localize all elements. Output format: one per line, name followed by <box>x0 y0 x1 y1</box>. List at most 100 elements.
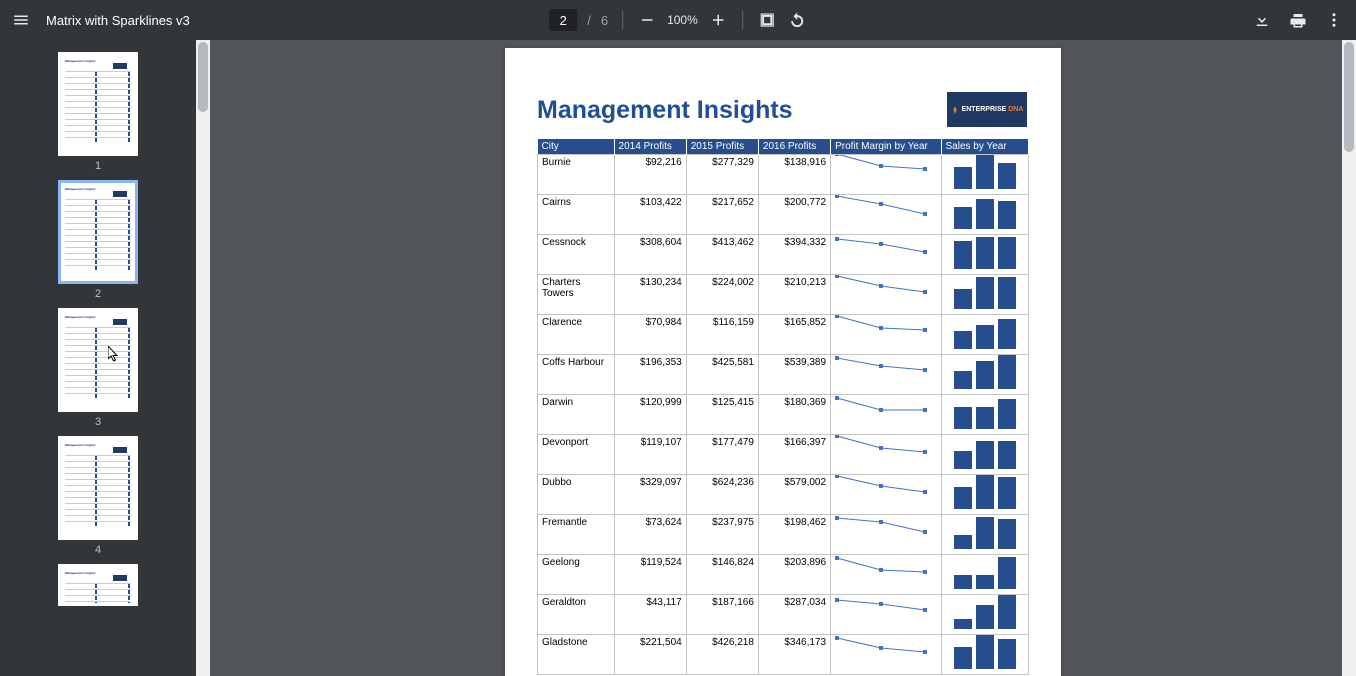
profit-cell: $120,999 <box>614 395 686 435</box>
bars-cell <box>941 315 1029 355</box>
total-pages: 6 <box>601 13 608 28</box>
table-row: Burnie$92,216$277,329$138,916 <box>538 155 1029 195</box>
profit-cell: $413,462 <box>686 235 758 275</box>
column-header: 2015 Profits <box>686 139 758 155</box>
profit-cell: $166,397 <box>758 435 830 475</box>
profit-cell: $70,984 <box>614 315 686 355</box>
city-cell: Cessnock <box>538 235 615 275</box>
city-cell: Clarence <box>538 315 615 355</box>
bars-cell <box>941 555 1029 595</box>
more-menu-button[interactable] <box>1324 10 1344 30</box>
document-viewport[interactable]: Management Insights ENTERPRISE DNA City2… <box>210 40 1356 676</box>
menu-icon[interactable] <box>12 11 30 29</box>
profit-cell: $237,975 <box>686 515 758 555</box>
fit-page-button[interactable] <box>757 10 777 30</box>
profit-cell: $130,234 <box>614 275 686 315</box>
sparkline-cell <box>831 195 941 235</box>
sparkline-cell <box>831 515 941 555</box>
thumbnail-panel[interactable]: Management Insights 1 Management Insights 2… <box>0 40 196 676</box>
profit-cell: $394,332 <box>758 235 830 275</box>
table-row: Geraldton$43,117$187,166$287,034 <box>538 595 1029 635</box>
city-cell: Dubbo <box>538 475 615 515</box>
profit-cell: $329,097 <box>614 475 686 515</box>
thumbnail-scrollbar[interactable] <box>196 40 210 676</box>
page-separator: / <box>587 13 591 28</box>
table-row: Fremantle$73,624$237,975$198,462 <box>538 515 1029 555</box>
bars-cell <box>941 195 1029 235</box>
download-button[interactable] <box>1252 10 1272 30</box>
profit-cell: $346,173 <box>758 635 830 675</box>
table-row: Geelong$119,524$146,824$203,896 <box>538 555 1029 595</box>
column-header: Sales by Year <box>941 139 1029 155</box>
zoom-in-button[interactable] <box>708 10 728 30</box>
table-row: Clarence$70,984$116,159$165,852 <box>538 315 1029 355</box>
page-number-input[interactable] <box>549 9 577 31</box>
city-cell: Devonport <box>538 435 615 475</box>
thumbnail-4[interactable]: Management Insights <box>58 436 138 540</box>
column-header: Profit Margin by Year <box>831 139 941 155</box>
table-row: Charters Towers$130,234$224,002$210,213 <box>538 275 1029 315</box>
table-row: Coffs Harbour$196,353$425,581$539,389 <box>538 355 1029 395</box>
bars-cell <box>941 235 1029 275</box>
thumbnail-2[interactable]: Management Insights <box>58 180 138 284</box>
thumbnail-number: 3 <box>95 416 101 428</box>
document-scrollbar[interactable] <box>1342 40 1356 676</box>
profit-cell: $103,422 <box>614 195 686 235</box>
thumbnail-number: 2 <box>95 288 101 300</box>
sparkline-cell <box>831 315 941 355</box>
table-row: Darwin$120,999$125,415$180,369 <box>538 395 1029 435</box>
pdf-toolbar: Matrix with Sparklines v3 / 6 100% <box>0 0 1356 40</box>
sparkline-cell <box>831 555 941 595</box>
city-cell: Geelong <box>538 555 615 595</box>
profit-cell: $43,117 <box>614 595 686 635</box>
profit-cell: $180,369 <box>758 395 830 435</box>
profit-cell: $119,107 <box>614 435 686 475</box>
thumbnail-5[interactable]: Management Insights <box>58 564 138 606</box>
sparkline-cell <box>831 155 941 195</box>
profit-cell: $308,604 <box>614 235 686 275</box>
profit-cell: $73,624 <box>614 515 686 555</box>
thumbnail-number: 1 <box>95 160 101 172</box>
profit-cell: $119,524 <box>614 555 686 595</box>
table-row: Gladstone$221,504$426,218$346,173 <box>538 635 1029 675</box>
thumbnail-1[interactable]: Management Insights <box>58 52 138 156</box>
bars-cell <box>941 515 1029 555</box>
profit-cell: $579,002 <box>758 475 830 515</box>
print-button[interactable] <box>1288 10 1308 30</box>
report-table: City2014 Profits2015 Profits2016 Profits… <box>537 139 1029 675</box>
profit-cell: $539,389 <box>758 355 830 395</box>
zoom-level: 100% <box>667 13 698 27</box>
thumbnail-number: 4 <box>95 544 101 556</box>
profit-cell: $196,353 <box>614 355 686 395</box>
filename: Matrix with Sparklines v3 <box>46 13 190 28</box>
bars-cell <box>941 635 1029 675</box>
sparkline-cell <box>831 475 941 515</box>
column-header: 2014 Profits <box>614 139 686 155</box>
table-row: Devonport$119,107$177,479$166,397 <box>538 435 1029 475</box>
profit-cell: $125,415 <box>686 395 758 435</box>
city-cell: Gladstone <box>538 635 615 675</box>
bars-cell <box>941 395 1029 435</box>
thumbnail-3[interactable]: Management Insights <box>58 308 138 412</box>
table-row: Cessnock$308,604$413,462$394,332 <box>538 235 1029 275</box>
profit-cell: $165,852 <box>758 315 830 355</box>
profit-cell: $224,002 <box>686 275 758 315</box>
profit-cell: $146,824 <box>686 555 758 595</box>
bars-cell <box>941 595 1029 635</box>
profit-cell: $92,216 <box>614 155 686 195</box>
city-cell: Coffs Harbour <box>538 355 615 395</box>
zoom-out-button[interactable] <box>637 10 657 30</box>
city-cell: Geraldton <box>538 595 615 635</box>
sparkline-cell <box>831 435 941 475</box>
profit-cell: $287,034 <box>758 595 830 635</box>
sparkline-cell <box>831 595 941 635</box>
bars-cell <box>941 275 1029 315</box>
city-cell: Fremantle <box>538 515 615 555</box>
bars-cell <box>941 435 1029 475</box>
sparkline-cell <box>831 635 941 675</box>
city-cell: Burnie <box>538 155 615 195</box>
sparkline-cell <box>831 275 941 315</box>
profit-cell: $624,236 <box>686 475 758 515</box>
profit-cell: $198,462 <box>758 515 830 555</box>
rotate-button[interactable] <box>787 10 807 30</box>
